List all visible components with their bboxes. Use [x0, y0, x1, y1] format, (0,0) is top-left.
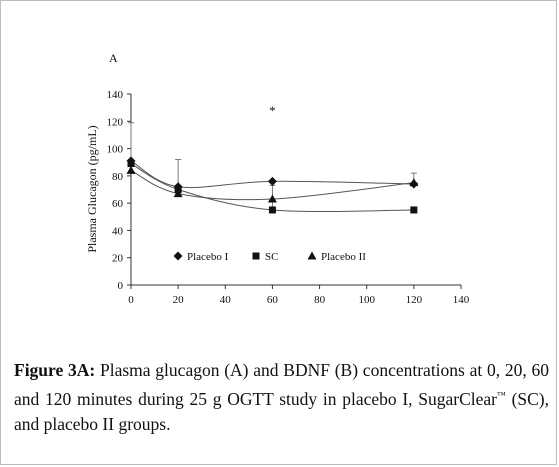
- y-tick-label: 60: [112, 198, 124, 210]
- data-point-2-1: [173, 189, 183, 198]
- x-tick-label: 80: [314, 294, 326, 306]
- y-axis-title: Plasma Glucagon (pg/mL): [85, 125, 99, 252]
- x-tick-label: 100: [358, 294, 375, 306]
- caption-label: Figure 3A:: [14, 360, 96, 380]
- data-point-2-3: [409, 178, 419, 187]
- legend-label-0: Placebo I: [187, 251, 229, 263]
- legend-marker-1: [252, 252, 260, 260]
- y-tick-label: 0: [118, 280, 124, 292]
- y-tick-label: 80: [112, 171, 124, 183]
- y-tick-label: 100: [107, 144, 124, 156]
- data-point-1-0: [127, 160, 135, 168]
- caption-text-end: (SC), and placebo II groups.: [14, 388, 549, 434]
- annotations: *: [269, 103, 276, 118]
- series-markers: [126, 156, 419, 214]
- series-line-2: [130, 169, 414, 201]
- data-point-2-0: [126, 165, 136, 174]
- data-point-2-2: [267, 194, 277, 203]
- series-lines: [130, 160, 414, 212]
- x-tick-label: 120: [406, 294, 423, 306]
- legend-marker-2: [307, 251, 317, 260]
- glucagon-chart: A Plasma Glucagon (pg/mL) 0 20 40 60 80 100 12…: [85, 51, 470, 306]
- legend: Placebo I SC Placebo II: [173, 251, 366, 263]
- caption-text: Plasma glucagon (A) and BDNF (B) concent…: [14, 360, 550, 409]
- significance-marker: *: [269, 103, 276, 118]
- legend-label-2: Placebo II: [321, 251, 366, 263]
- y-tick-label: 120: [107, 116, 124, 128]
- data-point-0-2: [267, 176, 277, 186]
- series-line-0: [130, 160, 414, 189]
- y-tick-label: 20: [112, 253, 124, 265]
- data-point-1-3: [410, 206, 418, 214]
- data-point-1-2: [268, 206, 276, 214]
- figure-caption: Figure 3A: Plasma glucagon (A) and BDNF …: [14, 358, 549, 437]
- y-tick-label: 40: [112, 225, 124, 237]
- axes: 0 20 40 60 80 100 120 140 0 20 40 60 80 100 120 140: [107, 89, 470, 306]
- legend-marker-0: [173, 251, 183, 261]
- x-tick-label: 40: [220, 294, 232, 306]
- x-tick-label: 0: [128, 294, 134, 306]
- y-tick-label: 140: [107, 89, 124, 101]
- x-tick-label: 20: [173, 294, 185, 306]
- legend-label-1: SC: [265, 251, 278, 263]
- x-tick-label: 140: [453, 294, 470, 306]
- series-line-1: [130, 163, 414, 212]
- x-tick-label: 60: [267, 294, 279, 306]
- trademark-symbol: ™: [497, 390, 506, 400]
- panel-label: A: [109, 51, 118, 65]
